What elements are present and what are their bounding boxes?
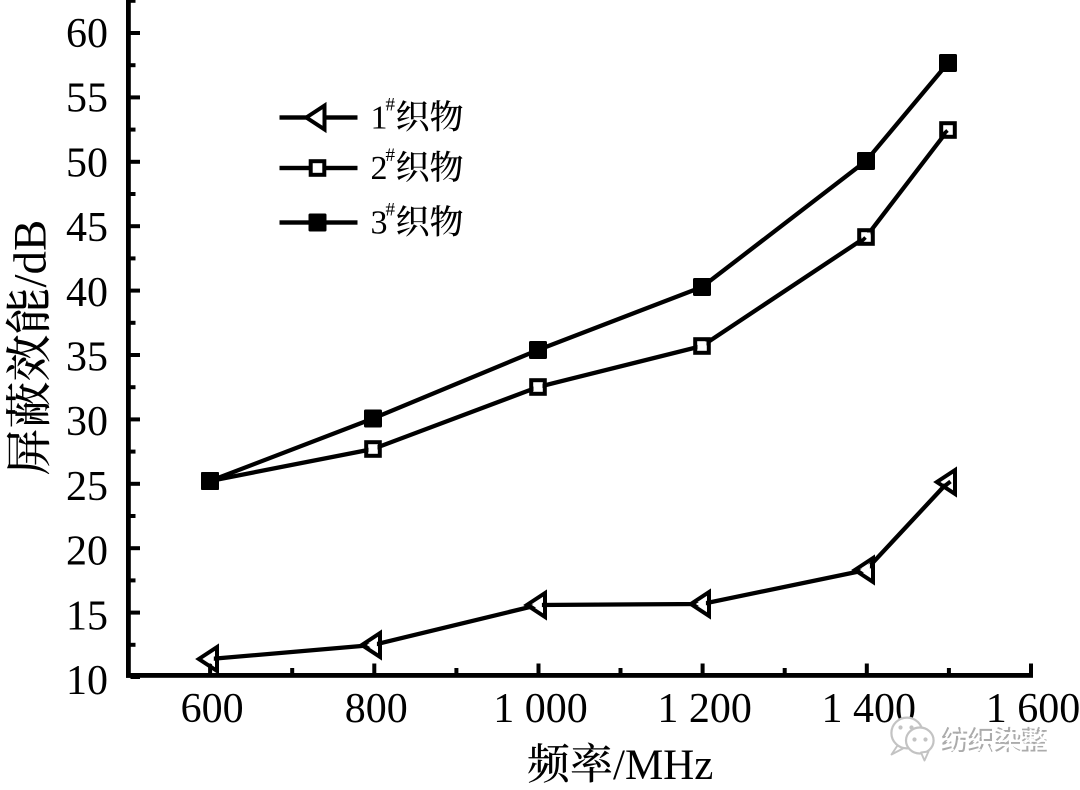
svg-text:1: 1 — [371, 100, 388, 137]
svg-text:1 600: 1 600 — [986, 686, 1080, 732]
svg-text:50: 50 — [66, 140, 108, 186]
svg-text:/dB: /dB — [5, 220, 57, 288]
svg-text:1 000: 1 000 — [493, 686, 588, 732]
svg-text:35: 35 — [66, 335, 108, 381]
svg-text:20: 20 — [66, 529, 108, 575]
svg-text:15: 15 — [66, 593, 108, 639]
svg-text:55: 55 — [66, 76, 108, 122]
svg-text:/MHz: /MHz — [613, 742, 713, 785]
svg-text:30: 30 — [66, 399, 108, 445]
svg-text:10: 10 — [66, 658, 108, 704]
svg-text:#: # — [386, 200, 396, 221]
svg-text:#: # — [386, 95, 396, 116]
svg-text:40: 40 — [66, 270, 108, 316]
svg-text:1 200: 1 200 — [657, 686, 752, 732]
svg-text:2: 2 — [371, 150, 388, 187]
svg-text:25: 25 — [66, 464, 108, 510]
svg-text:800: 800 — [345, 686, 408, 732]
svg-text:45: 45 — [66, 205, 108, 251]
svg-text:#: # — [386, 145, 396, 166]
svg-text:60: 60 — [66, 11, 108, 57]
svg-text:3: 3 — [371, 205, 388, 242]
svg-text:600: 600 — [181, 686, 244, 732]
